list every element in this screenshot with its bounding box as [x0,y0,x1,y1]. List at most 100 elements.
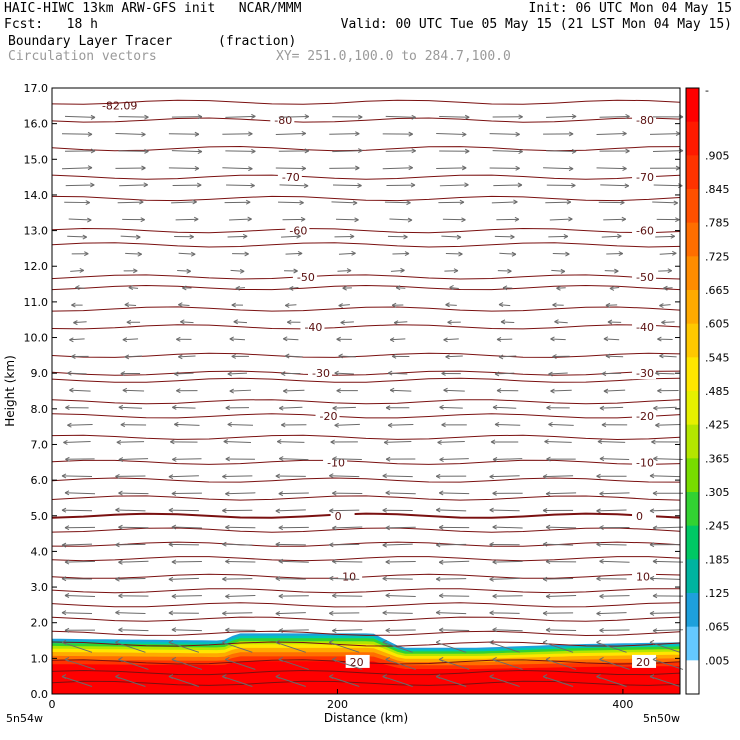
vector-head [75,285,80,291]
circulation-vector [436,676,467,687]
vector-head [449,285,454,290]
vector-head [332,559,337,564]
vector-head [649,473,655,479]
contour-label: -80 [274,114,292,127]
vector-head [250,183,255,189]
circulation-vector [332,458,362,460]
contour-label: -50 [297,271,315,284]
circulation-vector [177,269,191,272]
vector-head [242,233,248,239]
circulation-vector [118,492,149,495]
circulation-vector [171,595,202,597]
circulation-vector [649,509,681,512]
vector-head [625,148,630,154]
vector-head [571,183,576,188]
x-tick-label: 400 [612,698,633,711]
circulation-vector [599,492,630,495]
y-axis-label: Height (km) [3,355,17,426]
vector-head [197,114,203,120]
model-title: HAIC-HIWC 13km ARW-GFS init NCAR/MMM [4,1,302,16]
vector-head [492,656,497,662]
circulation-vector [661,321,675,323]
vector-head [391,353,397,359]
vector-head [349,233,355,239]
vector-head [438,627,444,633]
vector-head [652,628,658,634]
circulation-vector [180,321,194,324]
vector-head [517,182,523,188]
vector-head [513,199,518,205]
contour-label-bg [632,319,657,333]
vector-head [511,251,517,257]
circulation-vector [649,133,681,135]
circulation-vector [655,423,681,426]
vector-head [334,422,339,428]
contour-label: -20 [636,410,654,423]
vector-head [338,303,343,309]
vector-head [69,387,74,393]
vector-head [382,674,387,679]
vector-head [332,593,337,599]
circulation-vector [278,629,309,632]
vector-head [122,387,128,393]
circulation-vector [544,441,572,443]
vector-head [515,131,520,137]
circulation-vector [655,372,675,375]
vector-head [601,371,607,377]
circulation-vector [285,304,297,306]
circulation-vector [222,475,253,478]
circulation-vector [61,543,93,546]
circulation-vector [171,629,202,632]
vector-head [87,217,92,223]
vector-head [438,490,444,496]
vector-head [652,490,658,496]
vector-head [609,286,615,291]
y-tick-label: 7.0 [31,438,49,451]
contour-label: -30 [312,367,330,380]
circulation-vector [390,269,405,272]
circulation-vector [229,338,245,341]
vector-head [652,656,658,662]
circulation-vector [492,560,523,563]
vector-head [382,507,387,513]
vector-head [71,302,76,308]
vector-head [659,303,664,309]
colorbar-label: .545 [705,351,730,364]
vector-head [115,542,120,548]
vector-head [244,251,249,257]
vector-head [453,268,459,274]
vector-head [655,422,660,428]
circulation-vector [382,475,413,478]
circulation-vector [552,252,570,255]
circulation-vector [289,287,299,289]
colorbar-swatch [686,593,699,628]
circulation-vector [436,509,467,512]
vector-head [389,337,395,343]
colorbar-swatch [686,391,699,426]
vector-head [596,576,601,582]
colorbar-swatch [686,660,699,695]
circulation-vector [168,167,199,169]
circulation-vector [178,355,196,358]
temperature-contour [51,630,681,637]
circulation-vector [68,218,92,221]
circulation-vector [609,286,620,289]
vector-head [225,524,230,530]
vector-head [596,508,601,514]
circulation-vector [331,201,358,204]
vector-head [441,371,446,376]
vector-head [67,370,72,376]
vector-head [141,132,146,137]
vector-head [67,422,72,428]
vector-head [64,525,70,531]
vector-head [278,558,284,564]
circulation-vector [441,235,461,238]
circulation-vector [382,543,413,546]
circulation-vector [223,440,251,443]
circulation-vector [329,577,360,580]
vector-head [231,353,236,359]
vector-head [515,165,520,171]
colorbar-label: .905 [705,149,730,162]
vector-head [597,439,603,444]
